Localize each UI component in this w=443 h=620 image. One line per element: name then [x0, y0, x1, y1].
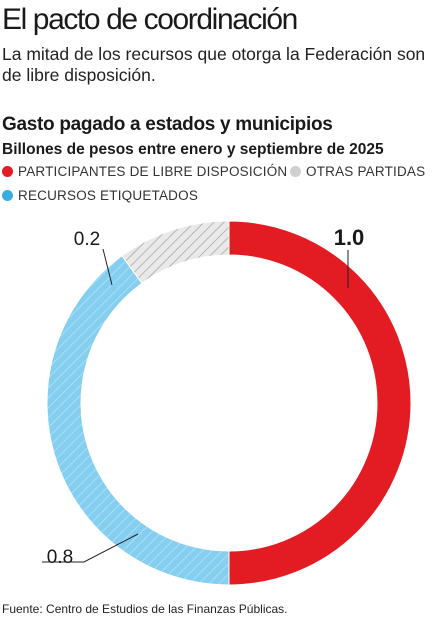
legend-label: PARTICIPANTES DE LIBRE DISPOSICIÓN: [18, 164, 288, 179]
data-label-recursos-etiquetados: 0.8: [47, 547, 73, 568]
data-label-otras-partidas: 0.2: [74, 229, 100, 250]
legend-label: OTRAS PARTIDAS: [306, 164, 426, 179]
legend-swatch: [290, 166, 301, 177]
legend-swatch: [2, 166, 13, 177]
source-note: Fuente: Centro de Estudios de las Finanz…: [2, 602, 288, 616]
data-label-libre-disposicion: 1.0: [334, 225, 365, 250]
leader-line-otras-partidas: [102, 248, 113, 286]
legend-label: RECURSOS ETIQUETADOS: [18, 188, 199, 203]
deck: La mitad de los recursos que otorga la F…: [2, 44, 426, 85]
donut-slice-recursos-etiquetados: [46, 255, 230, 586]
chart-title: Gasto pagado a estados y municipios: [2, 114, 333, 135]
legend-item-otras-partidas: OTRAS PARTIDAS: [290, 164, 425, 179]
legend-item-libre-disposicion: PARTICIPANTES DE LIBRE DISPOSICIÓN: [2, 164, 287, 179]
donut-slice-libre-disposicion: [228, 220, 412, 586]
headline: El pacto de coordinación: [2, 3, 298, 36]
donut-slice-otras-partidas: [121, 220, 230, 284]
legend-item-recursos-etiquetados: RECURSOS ETIQUETADOS: [2, 188, 198, 203]
chart-subtitle: Billones de pesos entre enero y septiemb…: [2, 141, 384, 158]
legend-swatch: [2, 190, 13, 201]
leader-line-recursos-etiquetados: [42, 533, 139, 563]
